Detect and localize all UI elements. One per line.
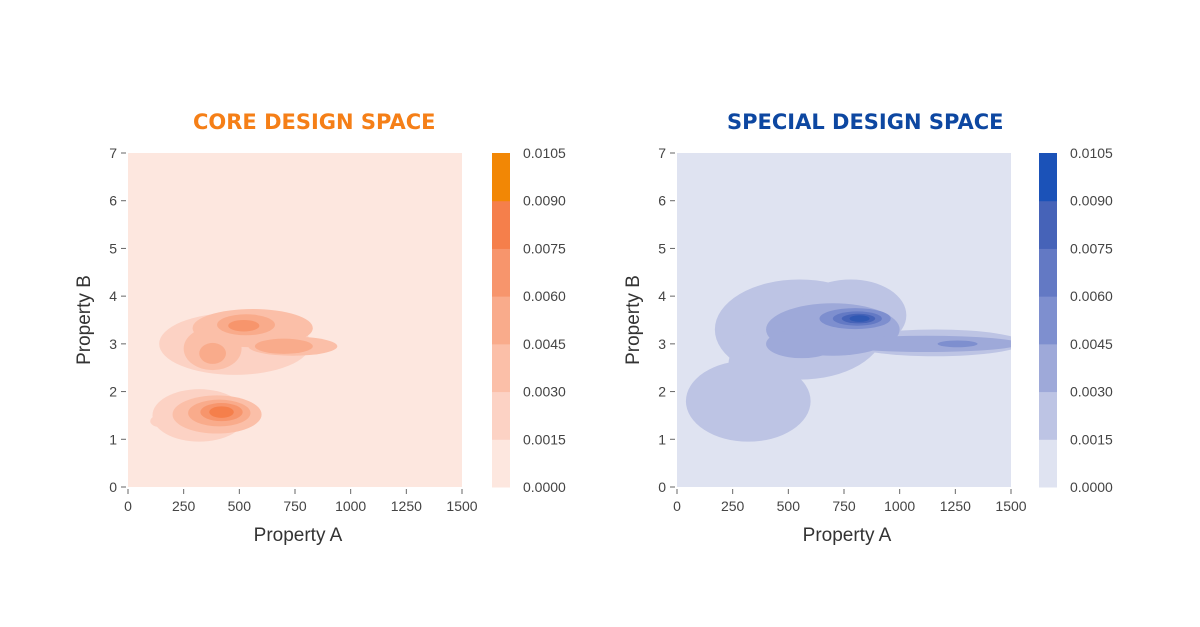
special-x-tick-label: 750 — [832, 498, 856, 514]
special-x-tick-label: 0 — [673, 498, 681, 514]
special-design-space-title: SPECIAL DESIGN SPACE — [727, 110, 1004, 134]
special-colorbar-label: 0.0060 — [1070, 288, 1113, 304]
special-colorbar-label: 0.0030 — [1070, 384, 1113, 400]
special-x-tick-label: 250 — [721, 498, 745, 514]
special-contour-level-6 — [849, 315, 870, 322]
special-y-tick-label: 7 — [658, 145, 666, 161]
core-contour-level-5 — [209, 406, 234, 418]
special-y-tick-label: 1 — [658, 431, 666, 447]
special-y-tick-label: 6 — [658, 193, 666, 209]
core-colorbar-label: 0.0015 — [523, 431, 566, 447]
core-colorbar-label: 0.0075 — [523, 240, 566, 256]
special-x-tick-label: 1000 — [884, 498, 915, 514]
special-colorbar-segment — [1039, 248, 1057, 297]
core-contour-level-4 — [228, 320, 260, 332]
special-y-tick-label: 0 — [658, 479, 666, 495]
special-colorbar-label: 0.0045 — [1070, 336, 1113, 352]
special-y-tick-label: 5 — [658, 240, 666, 256]
special-colorbar-label: 0.0090 — [1070, 193, 1113, 209]
special-contour-level-2 — [832, 335, 1011, 352]
core-chart: 0 1 2 3 4 5 6 7 0 250 500 750 1000 1250 1500 Property A… — [74, 145, 566, 546]
special-colorbar-segment — [1039, 296, 1057, 345]
core-y-tick-label: 3 — [109, 336, 117, 352]
core-colorbar-segment — [492, 200, 510, 249]
special-colorbar-segment — [1039, 343, 1057, 393]
special-contour-level-2 — [766, 329, 838, 359]
core-contour-level-3 — [199, 342, 226, 364]
core-x-tick-label: 250 — [172, 498, 196, 514]
special-colorbar-label: 0.0015 — [1070, 431, 1113, 447]
core-x-tick-label: 1000 — [335, 498, 366, 514]
core-y-tick-label: 7 — [109, 145, 117, 161]
core-contour-level-1 — [150, 415, 169, 427]
core-x-tick-label: 750 — [283, 498, 307, 514]
special-colorbar-segment — [1039, 391, 1057, 440]
core-y-axis-label: Property B — [74, 275, 95, 365]
core-y-tick-label: 1 — [109, 431, 117, 447]
core-colorbar-segment — [492, 343, 510, 393]
core-colorbar-label: 0.0000 — [523, 479, 566, 495]
core-colorbar-segment — [492, 248, 510, 297]
special-x-axis-label: Property A — [803, 525, 892, 546]
special-colorbar-segment — [1039, 200, 1057, 249]
special-y-axis-label: Property B — [623, 275, 644, 365]
special-y-tick-label: 3 — [658, 336, 666, 352]
core-colorbar-label: 0.0045 — [523, 336, 566, 352]
core-colorbar-segment — [492, 391, 510, 440]
special-colorbar-segment — [1039, 439, 1057, 488]
special-colorbar-label: 0.0075 — [1070, 240, 1113, 256]
core-x-tick-label: 1250 — [391, 498, 422, 514]
special-contour-level-3 — [937, 340, 978, 348]
core-colorbar-segment — [492, 296, 510, 345]
core-colorbar-label: 0.0090 — [523, 193, 566, 209]
core-y-tick-label: 4 — [109, 288, 117, 304]
core-x-tick-label: 0 — [124, 498, 132, 514]
special-contours — [685, 279, 1011, 442]
special-chart: 0 1 2 3 4 5 6 7 0 250 500 750 1000 1250 1500 Property A… — [623, 145, 1113, 546]
special-colorbar-label: 0.0105 — [1070, 145, 1113, 161]
core-x-tick-label: 500 — [228, 498, 252, 514]
core-y-tick-label: 5 — [109, 240, 117, 256]
special-x-tick-label: 500 — [777, 498, 801, 514]
special-colorbar-label: 0.0000 — [1070, 479, 1113, 495]
core-contour-level-3 — [254, 338, 313, 354]
special-x-tick-label: 1500 — [995, 498, 1026, 514]
core-design-space-title: CORE DESIGN SPACE — [193, 110, 436, 134]
core-colorbar-segment — [492, 153, 510, 202]
core-contours — [150, 309, 338, 442]
core-y-tick-label: 6 — [109, 193, 117, 209]
special-y-tick-label: 2 — [658, 384, 666, 400]
core-colorbar-label: 0.0060 — [523, 288, 566, 304]
core-colorbar-label: 0.0105 — [523, 145, 566, 161]
core-x-axis-label: Property A — [254, 525, 343, 546]
core-colorbar-label: 0.0030 — [523, 384, 566, 400]
core-y-tick-label: 0 — [109, 479, 117, 495]
core-y-tick-label: 2 — [109, 384, 117, 400]
special-x-tick-label: 1250 — [940, 498, 971, 514]
special-colorbar-segment — [1039, 153, 1057, 202]
special-y-tick-label: 4 — [658, 288, 666, 304]
core-colorbar-segment — [492, 439, 510, 488]
core-x-tick-label: 1500 — [446, 498, 477, 514]
